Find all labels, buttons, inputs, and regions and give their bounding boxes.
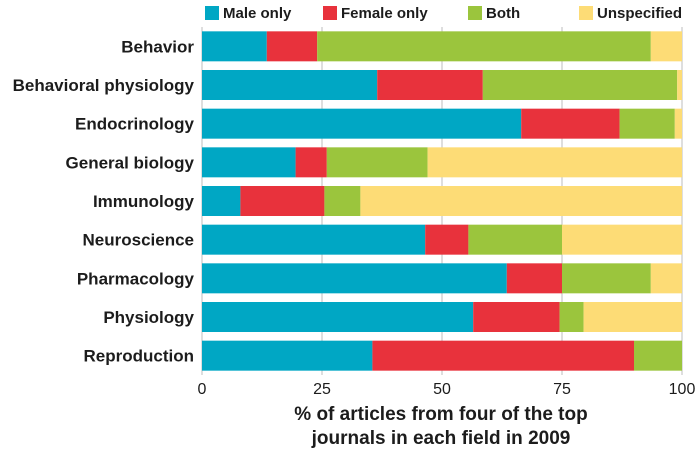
bar-segment (266, 31, 318, 62)
bar-segment (562, 224, 682, 255)
bar-segment (295, 147, 327, 178)
bar-segment (317, 31, 651, 62)
legend-swatch (205, 6, 219, 20)
bar-segment (202, 70, 378, 100)
bar-segment (482, 70, 678, 100)
legend-label: Both (486, 5, 520, 22)
bar-segment (202, 108, 522, 139)
bar-segment (202, 186, 241, 216)
bar-segment (202, 263, 507, 294)
category-label: Pharmacology (77, 269, 195, 288)
bar-segment (360, 186, 682, 216)
bar-segment (506, 263, 562, 294)
bar-segment (202, 302, 474, 332)
bar-segment (427, 147, 682, 178)
bar-segment (562, 263, 651, 294)
x-axis: 0 25 50 75 100 (198, 381, 696, 398)
bar-segment (202, 224, 426, 255)
bar-segment (326, 147, 428, 178)
x-axis-title-line-2: journals in each field in 2009 (311, 428, 571, 449)
x-tick-label: 50 (433, 381, 451, 398)
category-label: Endocrinology (75, 115, 195, 134)
bar-segment (650, 263, 682, 294)
legend-swatch (579, 6, 593, 20)
bar-segment (619, 108, 675, 139)
bar-segment (377, 70, 483, 100)
category-label: Immunology (93, 192, 195, 211)
bar-segment (425, 224, 469, 255)
category-label: Behavior (121, 37, 194, 56)
bar-segment (372, 340, 634, 371)
bar-segment (674, 108, 682, 139)
category-labels: Behavior Behavioral physiology Endocrinolo… (13, 37, 195, 365)
legend-label: Female only (341, 5, 428, 22)
x-tick-label: 75 (553, 381, 571, 398)
x-tick-label: 0 (198, 381, 207, 398)
category-label: Behavioral physiology (13, 76, 195, 95)
legend-swatch (468, 6, 482, 20)
x-axis-title-line-1: % of articles from four of the top (294, 404, 587, 425)
bar-segment (202, 340, 373, 371)
bar-segment (202, 147, 296, 178)
bars (202, 31, 682, 371)
category-label: General biology (66, 153, 195, 172)
bar-segment (559, 302, 584, 332)
bar-segment (324, 186, 361, 216)
category-label: Physiology (103, 308, 194, 327)
x-tick-label: 25 (313, 381, 331, 398)
bar-segment (468, 224, 562, 255)
bar-segment (473, 302, 560, 332)
bar-segment (650, 31, 682, 62)
bar-segment (240, 186, 325, 216)
bar-segment (583, 302, 682, 332)
bar-segment (202, 31, 267, 62)
legend-label: Unspecified (597, 5, 682, 22)
bar-segment (634, 340, 682, 371)
legend: Male only Female only Both Unspecified (205, 5, 682, 22)
category-label: Neuroscience (83, 231, 195, 250)
bar-segment (677, 70, 682, 100)
bar-segment (521, 108, 620, 139)
x-tick-label: 100 (669, 381, 696, 398)
legend-swatch (323, 6, 337, 20)
category-label: Reproduction (84, 347, 195, 366)
legend-label: Male only (223, 5, 292, 22)
